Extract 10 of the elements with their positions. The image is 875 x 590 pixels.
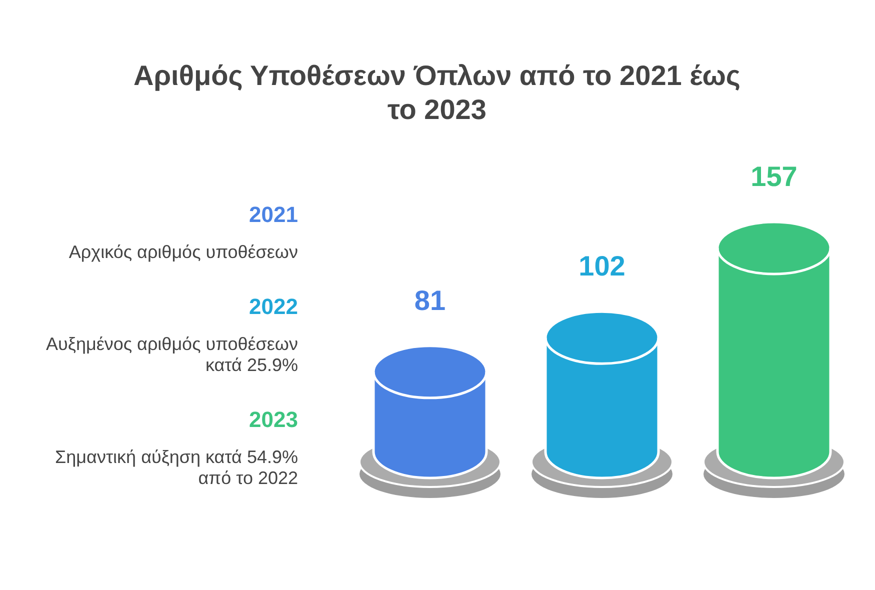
text: Αυξημένος αριθμός υποθέσεων κατά 25.9% [46, 334, 298, 375]
text: Σημαντική αύξηση κατά 54.9% από το 2022 [55, 447, 298, 488]
text: 2021 [249, 202, 298, 227]
text: Αρχικός αριθμός υποθέσεων [68, 242, 298, 262]
text: 2023 [249, 407, 298, 432]
data-label: 157 [750, 161, 798, 192]
data-label: 102 [578, 250, 626, 282]
text: 2022 [249, 294, 298, 319]
chart-title: Αριθμός Υποθέσεων Όπλων από το 2021 έως το 2023 [134, 60, 740, 125]
data-label: 81 [414, 284, 446, 316]
